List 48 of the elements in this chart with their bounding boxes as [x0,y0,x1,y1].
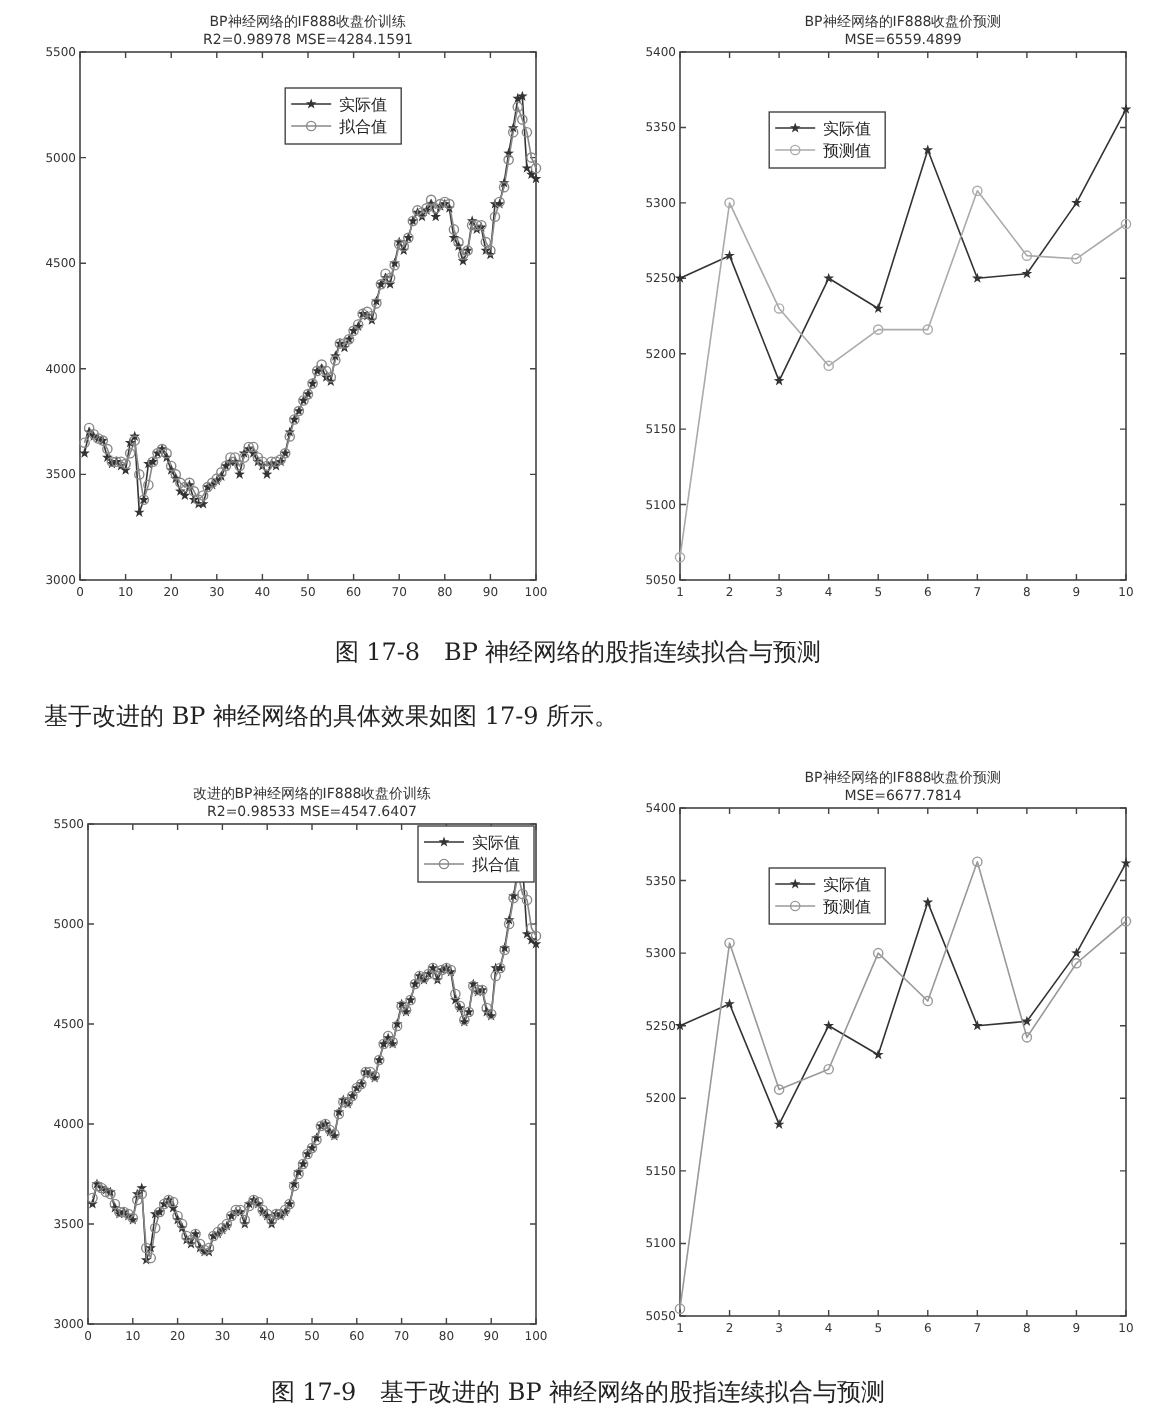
point [674,1303,686,1315]
legend-label: 预测值 [823,898,872,916]
point [972,1020,983,1031]
point [1120,915,1132,927]
point [773,375,785,386]
point [773,1084,785,1095]
point [1071,947,1082,958]
legend-label: 拟合值 [339,118,388,136]
point [1120,218,1132,230]
legend-label: 预测值 [823,142,872,160]
point [872,947,884,959]
point [1120,103,1132,114]
legend-label: 实际值 [472,834,520,852]
legend-label: 实际值 [339,96,388,114]
point [823,1020,834,1031]
point [773,303,785,314]
legend-label: 实际值 [823,876,872,894]
point [1120,857,1132,868]
caption: 图 17-9 基于改进的 BP 神经网络的股指连续拟合与预测 [270,1378,886,1406]
point [1071,197,1082,208]
point [1021,268,1033,279]
caption: 图 17-8 BP 神经网络的股指连续拟合与预测 [334,638,822,666]
point [872,324,884,335]
point [922,995,934,1007]
point [823,1063,834,1075]
point [922,324,934,335]
point [823,360,834,372]
point [724,998,735,1009]
point [1021,250,1033,261]
point [724,250,735,261]
point [823,272,834,283]
point [972,272,983,283]
point [972,185,983,197]
point [674,1020,686,1031]
point [724,197,735,209]
text: 基于改进的 BP 神经网络的具体效果如图 17-9 所示。 [44,702,619,730]
point [1071,253,1082,264]
point [872,302,884,313]
point [972,856,983,867]
point [922,144,934,155]
point [872,1049,884,1060]
point [1071,958,1082,969]
legend-label: 实际值 [823,120,872,138]
point [674,552,686,563]
point [724,937,735,949]
point [674,272,686,283]
point [1021,1032,1033,1043]
legend-label: 拟合值 [472,856,520,874]
